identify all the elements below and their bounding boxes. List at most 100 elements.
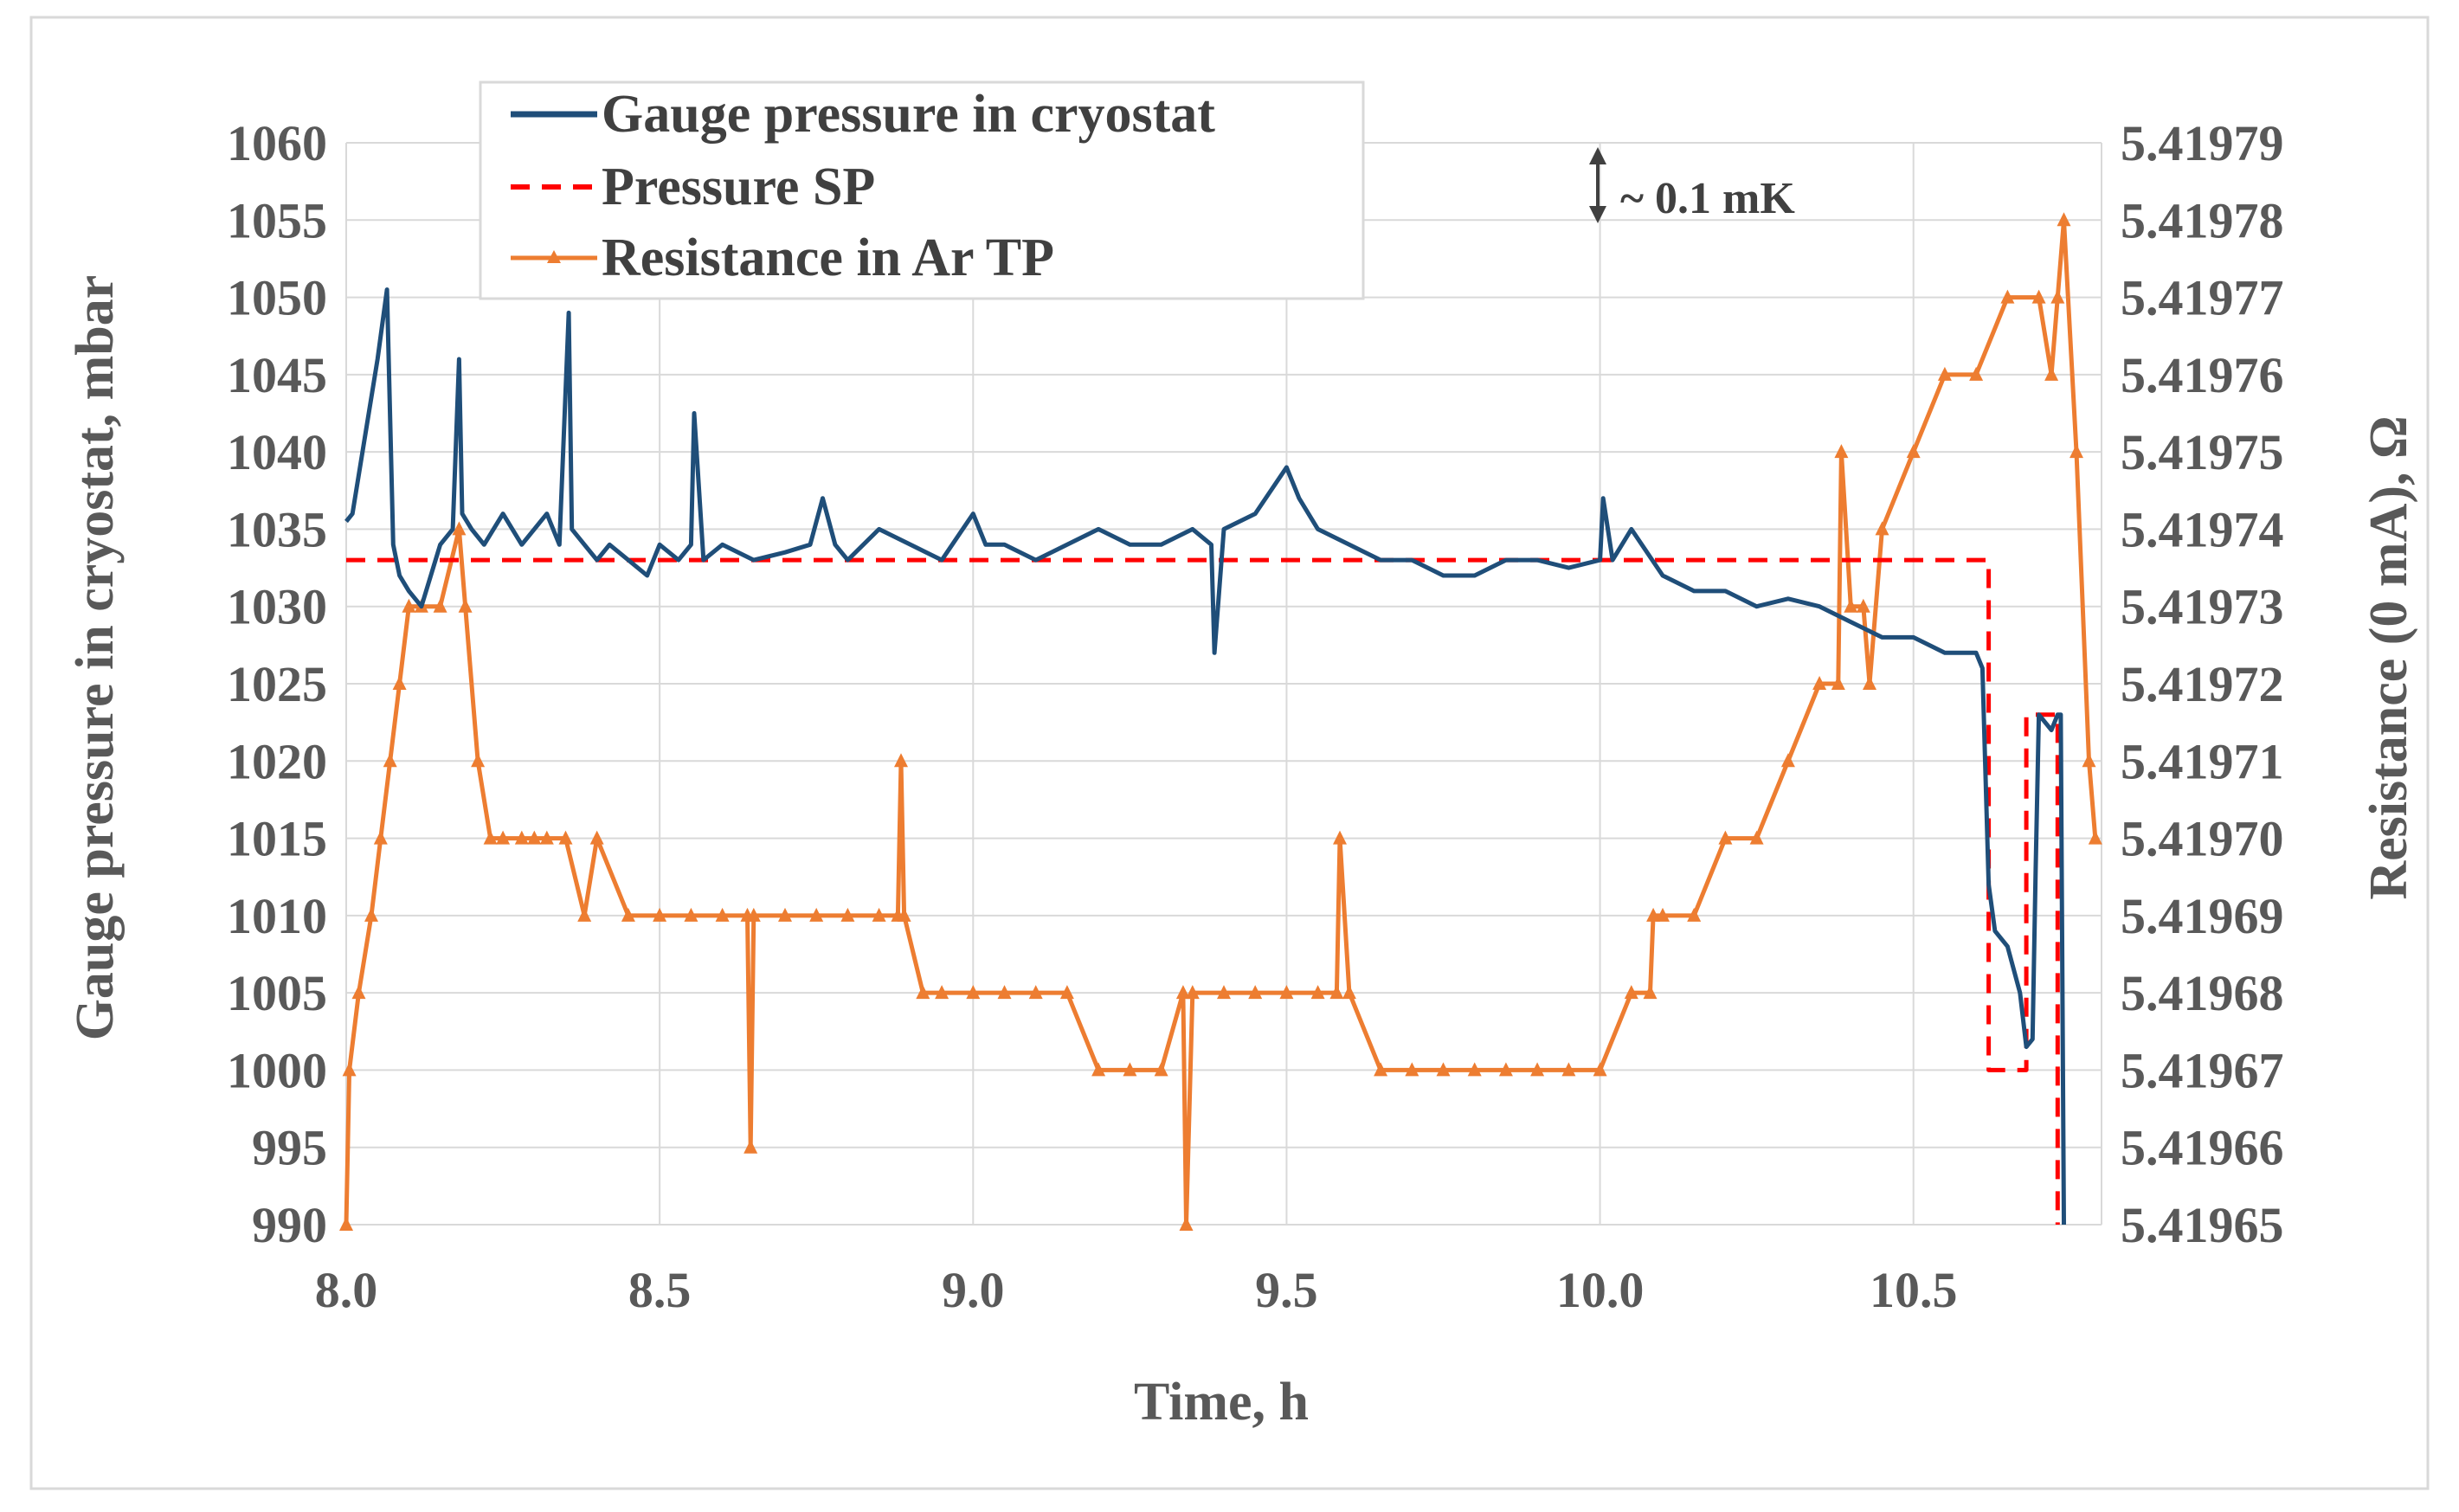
y-axis-right-ticks: 5.41965 5.41966 5.41967 5.41968 5.41969 5.419… [2121,115,2284,1253]
legend-item-gauge-pressure: Gauge pressure in cryostat [511,85,1215,144]
x-tick-label: 10.5 [1870,1262,1958,1318]
data-point-resistance-in-ar-tp [342,1062,357,1077]
data-point-resistance-in-ar-tp [684,907,698,922]
data-point-resistance-in-ar-tp [1329,985,1344,1000]
y-left-tick-label: 995 [252,1120,327,1176]
data-point-resistance-in-ar-tp [392,676,407,690]
data-point-resistance-in-ar-tp [1498,1062,1513,1077]
legend-box [479,80,1365,300]
y-left-tick-label: 1025 [227,656,327,712]
data-point-resistance-in-ar-tp [433,598,447,613]
y-axis-right-title: Resistance (0 mA), Ω [2359,415,2418,899]
x-tick-label: 8.5 [628,1262,692,1318]
data-point-resistance-in-ar-tp [1374,1062,1388,1077]
y-right-tick-label: 5.41973 [2121,579,2284,635]
annotation-arrow-up-icon [1589,147,1606,164]
data-point-resistance-in-ar-tp [2044,366,2059,381]
data-point-resistance-in-ar-tp [1185,985,1200,1000]
series-line-resistance-in-ar-tp [344,217,2098,1227]
data-point-resistance-in-ar-tp [527,830,542,845]
data-point-resistance-in-ar-tp [778,907,792,922]
data-point-resistance-in-ar-tp [916,985,930,1000]
x-tick-label: 9.5 [1255,1262,1318,1318]
y-right-tick-label: 5.41967 [2121,1042,2284,1098]
data-point-resistance-in-ar-tp [2057,212,2071,227]
data-point-resistance-in-ar-tp [1179,1217,1194,1231]
data-point-resistance-in-ar-tp [1593,1062,1607,1077]
data-point-resistance-in-ar-tp [935,985,949,1000]
data-point-resistance-in-ar-tp [966,985,981,1000]
annotation-arrow-down-icon [1589,206,1606,223]
data-point-resistance-in-ar-tp [1175,985,1190,1000]
y-right-tick-label: 5.41971 [2121,733,2284,789]
data-point-resistance-in-ar-tp [1405,1062,1419,1077]
data-point-resistance-in-ar-tp [1310,985,1325,1000]
y-right-tick-label: 5.41966 [2121,1120,2284,1176]
data-point-resistance-in-ar-tp [383,753,397,768]
legend-label-pressure-sp: Pressure SP [602,158,875,216]
data-point-resistance-in-ar-tp [1646,907,1661,922]
y-right-tick-label: 5.41975 [2121,424,2284,480]
data-point-resistance-in-ar-tp [1248,985,1263,1000]
legend-item-pressure-sp: Pressure SP [511,158,875,216]
data-point-resistance-in-ar-tp [1656,907,1670,922]
series-line-gauge-pressure-in-cryostat [344,287,2066,1226]
data-point-resistance-in-ar-tp [1906,444,1921,459]
data-point-resistance-in-ar-tp [1217,985,1231,1000]
data-point-resistance-in-ar-tp [1687,907,1702,922]
data-point-resistance-in-ar-tp [1091,1062,1106,1077]
data-point-resistance-in-ar-tp [1436,1062,1451,1077]
data-point-resistance-in-ar-tp [2050,289,2065,304]
data-point-resistance-in-ar-tp [2088,830,2102,845]
annotation-text: ~ 0.1 mK [1620,174,1795,223]
y-right-tick-label: 5.41968 [2121,965,2284,1021]
temperature-annotation: ~ 0.1 mK [1589,147,1795,223]
data-point-resistance-in-ar-tp [809,907,824,922]
y-right-tick-label: 5.41976 [2121,347,2284,403]
y-left-tick-label: 1045 [227,347,327,403]
data-point-resistance-in-ar-tp [373,830,388,845]
data-point-resistance-in-ar-tp [1279,985,1294,1000]
data-point-resistance-in-ar-tp [894,753,908,768]
y-left-tick-label: 1050 [227,270,327,326]
y-right-tick-label: 5.41969 [2121,888,2284,944]
y-left-tick-label: 1055 [227,192,327,248]
data-point-resistance-in-ar-tp [2031,289,2046,304]
data-point-resistance-in-ar-tp [897,907,911,922]
data-point-resistance-in-ar-tp [743,1139,758,1154]
y-right-tick-label: 5.41970 [2121,811,2284,867]
data-point-resistance-in-ar-tp [653,907,667,922]
x-axis-title: Time, h [1134,1373,1309,1432]
data-point-resistance-in-ar-tp [1028,985,1043,1000]
data-point-resistance-in-ar-tp [1059,985,1074,1000]
data-point-resistance-in-ar-tp [1530,1062,1545,1077]
data-point-resistance-in-ar-tp [1969,366,1984,381]
data-point-resistance-in-ar-tp [746,907,761,922]
data-point-resistance-in-ar-tp [1643,985,1658,1000]
x-axis-ticks: 8.0 8.5 9.0 9.5 10.0 10.5 [315,1262,1958,1318]
data-point-resistance-in-ar-tp [1856,598,1870,613]
data-point-resistance-in-ar-tp [997,985,1012,1000]
data-point-resistance-in-ar-tp [1812,676,1827,690]
y-left-tick-label: 1000 [227,1042,327,1098]
data-point-resistance-in-ar-tp [1831,676,1845,690]
data-point-resistance-in-ar-tp [2000,289,2015,304]
data-point-resistance-in-ar-tp [1624,985,1638,1000]
data-point-resistance-in-ar-tp [539,830,554,845]
data-point-resistance-in-ar-tp [1342,985,1356,1000]
data-point-resistance-in-ar-tp [1875,521,1889,536]
data-point-resistance-in-ar-tp [1749,830,1764,845]
data-point-resistance-in-ar-tp [1834,444,1849,459]
data-point-resistance-in-ar-tp [1780,753,1795,768]
y-right-tick-label: 5.41977 [2121,270,2284,326]
y-right-tick-label: 5.41974 [2121,501,2284,557]
y-left-tick-label: 1060 [227,115,327,171]
data-point-resistance-in-ar-tp [402,598,416,613]
data-point-resistance-in-ar-tp [458,598,473,613]
data-point-resistance-in-ar-tp [452,521,467,536]
series-line-pressure-sp [346,557,2060,1225]
legend-label-gauge-pressure: Gauge pressure in cryostat [602,85,1215,144]
y-left-tick-label: 1020 [227,733,327,789]
y-right-tick-label: 5.41978 [2121,192,2284,248]
